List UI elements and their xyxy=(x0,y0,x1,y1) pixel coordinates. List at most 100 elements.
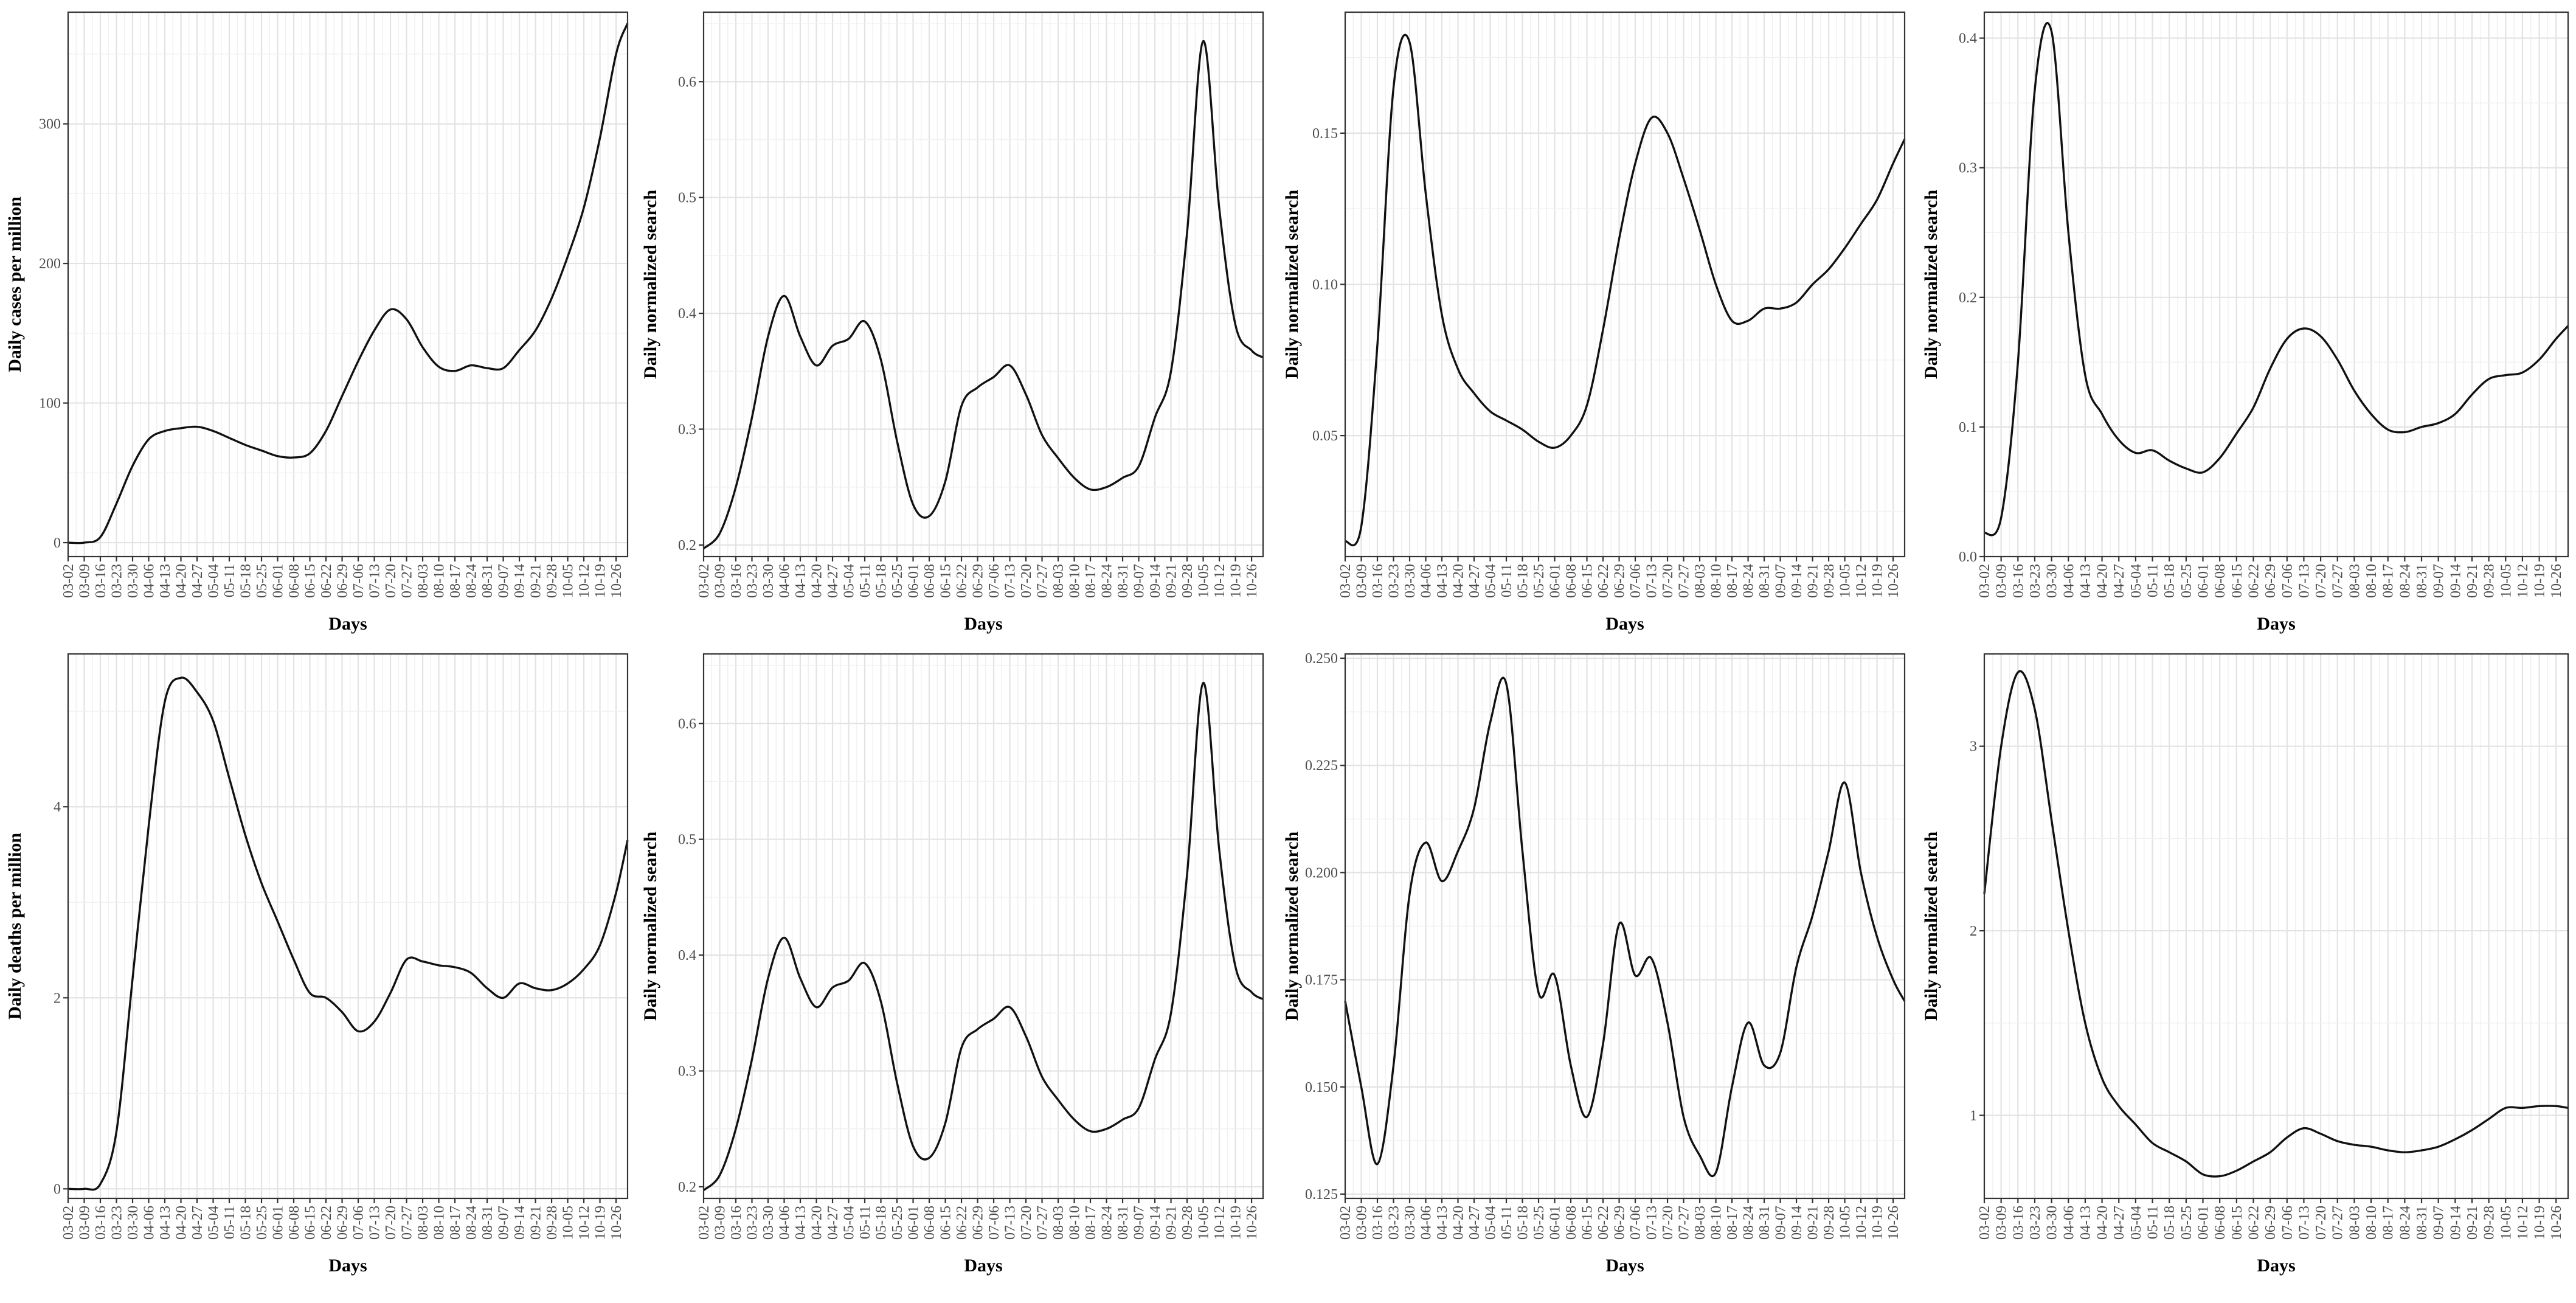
x-tick-label-27: 09-07 xyxy=(496,564,512,598)
x-tick-label-10: 05-11 xyxy=(2145,1206,2161,1239)
x-tick-label-6: 04-13 xyxy=(793,1206,809,1240)
x-axis-title: Days xyxy=(2257,1256,2295,1276)
x-tick-label-33: 10-19 xyxy=(1870,564,1886,598)
plot-border xyxy=(702,11,1264,558)
x-tick-label-3: 03-23 xyxy=(109,1206,125,1240)
x-tick-label-24: 08-17 xyxy=(1083,564,1099,598)
x-tick-label-22: 08-03 xyxy=(1051,564,1067,598)
x-tick-label-0: 03-02 xyxy=(696,1206,712,1240)
x-tick-label-27: 09-07 xyxy=(2431,564,2447,598)
x-tick-label-16: 06-22 xyxy=(319,1206,334,1240)
x-tick-label-17: 06-29 xyxy=(335,1206,351,1240)
x-tick-label-32: 10-12 xyxy=(576,564,592,598)
x-tick-label-26: 08-31 xyxy=(2414,564,2430,598)
x-tick-label-2: 03-16 xyxy=(93,564,109,598)
x-tick-label-31: 10-05 xyxy=(1196,564,1212,598)
x-tick-label-22: 08-03 xyxy=(2347,1206,2363,1240)
x-tick-label-4: 03-30 xyxy=(1402,564,1418,598)
plot-background xyxy=(1984,654,2568,1198)
panel-1: 0 100 200 300 03-02 03-09 03-16 03-23 03-30 04-06… xyxy=(5,11,629,634)
x-tick-label-13: 06-01 xyxy=(2196,1206,2212,1240)
panel-7: 0.125 0.150 0.175 0.200 0.225 0.250 03-02 03-09… xyxy=(1282,651,1906,1276)
x-tick-label-25: 08-24 xyxy=(1099,564,1115,598)
x-tick-label-2: 03-16 xyxy=(93,1206,109,1240)
x-tick-label-24: 08-17 xyxy=(1725,1206,1740,1240)
x-tick-label-15: 06-15 xyxy=(2229,1206,2245,1240)
x-tick-label-19: 07-13 xyxy=(367,1206,383,1240)
x-tick-label-4: 03-30 xyxy=(761,564,777,598)
x-tick-label-24: 08-17 xyxy=(448,1206,463,1240)
x-tick-label-9: 05-04 xyxy=(206,564,222,598)
x-tick-label-20: 07-20 xyxy=(2313,564,2329,598)
series-line-1 xyxy=(68,23,629,544)
x-tick-label-20: 07-20 xyxy=(383,564,399,598)
x-tick-label-20: 07-20 xyxy=(1019,564,1034,598)
x-tick-label-25: 08-24 xyxy=(2397,564,2413,598)
series-line-1 xyxy=(68,676,629,1191)
y-axis-title: Daily normalized search xyxy=(1921,832,1941,1021)
y-tick-label-3: 300 xyxy=(39,117,61,133)
x-tick-label-27: 09-07 xyxy=(1773,1206,1789,1240)
x-tick-label-2: 03-16 xyxy=(1370,564,1386,598)
x-tick-label-17: 06-29 xyxy=(335,564,351,598)
x-tick-label-30: 09-28 xyxy=(1821,1206,1837,1240)
x-tick-label-3: 03-23 xyxy=(1387,564,1402,598)
x-tick-label-7: 04-20 xyxy=(1451,564,1467,598)
y-tick-label-2: 0.4 xyxy=(678,948,696,964)
x-tick-label-24: 08-17 xyxy=(448,564,463,598)
y-tick-label-0: 0 xyxy=(54,1181,61,1197)
x-tick-label-32: 10-12 xyxy=(576,1206,592,1240)
x-tick-label-29: 09-21 xyxy=(2465,564,2481,598)
x-tick-label-3: 03-23 xyxy=(1387,1206,1402,1240)
series-line-1 xyxy=(1983,22,2569,537)
x-tick-label-1: 03-09 xyxy=(713,564,729,598)
panel-2: 0.2 0.3 0.4 0.5 0.6 03-02 03-09 03-16 03-23 03-30… xyxy=(640,11,1264,634)
y-tick-label-2: 4 xyxy=(54,799,61,815)
x-axis-title: Days xyxy=(328,1256,367,1276)
x-tick-label-16: 06-22 xyxy=(954,564,970,598)
x-axis-title: Days xyxy=(328,614,367,634)
x-tick-label-20: 07-20 xyxy=(1019,1206,1034,1240)
y-tick-label-1: 0.150 xyxy=(1305,1080,1338,1096)
x-tick-label-29: 09-21 xyxy=(1164,1206,1180,1240)
x-tick-label-28: 09-14 xyxy=(1148,1206,1163,1240)
y-tick-label-3: 0.200 xyxy=(1305,865,1338,881)
x-tick-label-27: 09-07 xyxy=(1773,564,1789,598)
x-tick-label-10: 05-11 xyxy=(1499,1206,1515,1239)
x-tick-label-4: 03-30 xyxy=(125,564,141,598)
x-tick-label-26: 08-31 xyxy=(1757,564,1773,598)
y-tick-label-0: 0 xyxy=(54,535,61,551)
panel-4: 0.0 0.1 0.2 0.3 0.4 03-02 03-09 03-16 03-23 03-30… xyxy=(1921,11,2569,634)
x-tick-label-30: 09-28 xyxy=(2482,564,2498,598)
x-tick-label-5: 04-06 xyxy=(1419,1206,1435,1240)
x-tick-label-31: 10-05 xyxy=(2498,564,2514,598)
x-tick-label-6: 04-13 xyxy=(2078,564,2094,598)
x-tick-label-12: 05-25 xyxy=(890,1206,905,1240)
x-tick-label-6: 04-13 xyxy=(1435,564,1450,598)
y-axis-title: Daily normalized search xyxy=(640,832,660,1021)
x-tick-label-21: 07-27 xyxy=(1677,1206,1692,1240)
x-tick-label-11: 05-18 xyxy=(238,564,254,598)
y-tick-label-5: 0.250 xyxy=(1305,651,1338,667)
x-tick-label-18: 07-06 xyxy=(986,564,1002,598)
x-tick-label-10: 05-11 xyxy=(857,1206,873,1239)
x-tick-label-5: 04-06 xyxy=(777,1206,793,1240)
x-tick-label-3: 03-23 xyxy=(2027,564,2043,598)
x-tick-label-22: 08-03 xyxy=(415,564,431,598)
x-tick-label-7: 04-20 xyxy=(1451,1206,1467,1240)
y-axis-title: Daily normalized search xyxy=(1282,190,1302,379)
y-tick-label-0: 0.125 xyxy=(1305,1187,1338,1203)
x-tick-label-14: 06-08 xyxy=(1563,1206,1579,1240)
x-tick-label-31: 10-05 xyxy=(561,564,576,598)
y-tick-label-0: 0.0 xyxy=(1959,549,1977,565)
x-tick-label-21: 07-27 xyxy=(1677,564,1692,598)
x-tick-label-0: 03-02 xyxy=(1977,1206,1993,1240)
y-tick-label-0: 1 xyxy=(1970,1108,1977,1124)
y-tick-label-2: 0.2 xyxy=(1959,290,1977,306)
x-tick-label-32: 10-12 xyxy=(1854,1206,1869,1240)
x-tick-label-9: 05-04 xyxy=(2128,564,2144,598)
x-tick-label-20: 07-20 xyxy=(1660,564,1676,598)
